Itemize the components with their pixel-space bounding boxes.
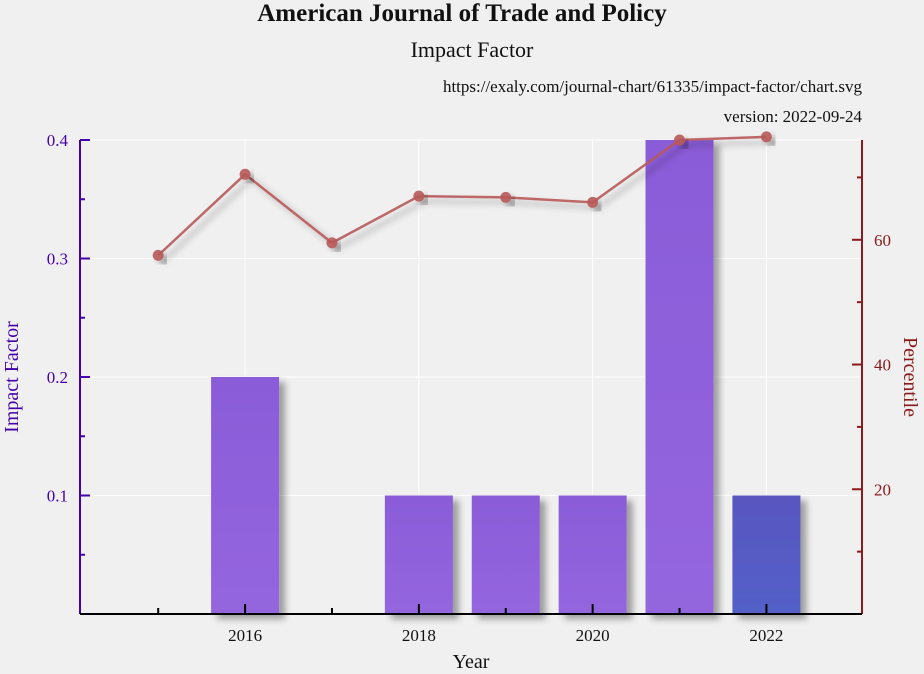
right-tick-label: 60: [874, 231, 891, 250]
chart-title: American Journal of Trade and Policy: [257, 0, 667, 27]
percentile-point-2019: [500, 191, 512, 203]
left-tick-label: 0.3: [47, 250, 68, 269]
percentile-point-2016: [239, 168, 251, 180]
percentile-line: [157, 135, 767, 257]
bottom-tick-label: 2016: [228, 626, 262, 645]
left-tick-label: 0.4: [47, 131, 69, 150]
bar-2022: [732, 495, 801, 614]
x-axis-title: Year: [453, 651, 490, 673]
y2-axis-title: Percentile: [899, 337, 921, 417]
percentile-point-2015: [152, 249, 164, 261]
left-tick-label: 0.2: [47, 368, 68, 387]
bar-series: [211, 140, 801, 614]
percentile-point-2017: [326, 237, 338, 249]
axis-labels: 0.1 0.2 0.3 0.4 20 40 60 2016 2018 2020 2022 Year Im…: [1, 131, 921, 673]
bottom-tick-label: 2022: [749, 626, 783, 645]
chart-subtitle: Impact Factor: [410, 37, 534, 62]
bar-2020: [558, 495, 627, 614]
percentile-point-2021: [674, 134, 686, 146]
percentile-point-2022: [760, 131, 772, 143]
percentile-point-2020: [587, 196, 599, 208]
bar-2018: [384, 495, 453, 614]
chart-version: version: 2022-09-24: [723, 107, 862, 126]
bottom-tick-label: 2020: [576, 626, 610, 645]
right-tick-label: 40: [874, 356, 891, 375]
percentile-point-2018: [413, 190, 425, 202]
axes: [79, 139, 863, 615]
bottom-tick-label: 2018: [402, 626, 436, 645]
bar-2019: [471, 495, 540, 614]
y-axis-title: Impact Factor: [1, 321, 23, 433]
bar-2021: [645, 140, 714, 614]
right-tick-label: 20: [874, 480, 891, 499]
percentile-series: [152, 131, 772, 261]
bar-2016: [211, 377, 280, 614]
chart-source-url: https://exaly.com/journal-chart/61335/im…: [442, 77, 862, 96]
left-tick-label: 0.1: [47, 487, 68, 506]
